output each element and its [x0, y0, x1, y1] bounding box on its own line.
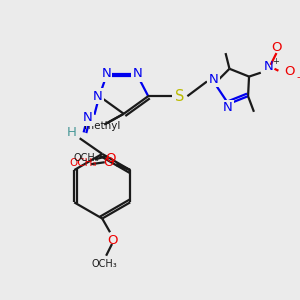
Text: O: O — [107, 234, 117, 247]
Text: OCH₃: OCH₃ — [73, 153, 99, 163]
Text: OCH₃: OCH₃ — [70, 158, 97, 168]
Text: N: N — [101, 67, 111, 80]
Text: S: S — [175, 89, 184, 104]
Text: N: N — [133, 67, 142, 80]
Text: -: - — [296, 73, 300, 82]
Text: N: N — [83, 111, 92, 124]
Text: N: N — [223, 101, 232, 114]
Text: O: O — [271, 41, 282, 54]
Text: O: O — [105, 152, 116, 165]
Text: N: N — [264, 60, 274, 73]
Text: N: N — [209, 73, 219, 86]
Text: O: O — [103, 156, 114, 169]
Text: OCH₃: OCH₃ — [91, 259, 117, 269]
Text: methyl: methyl — [84, 121, 120, 130]
Text: O: O — [284, 65, 294, 78]
Text: N: N — [92, 90, 102, 103]
Text: H: H — [67, 126, 77, 139]
Text: +: + — [272, 57, 279, 66]
